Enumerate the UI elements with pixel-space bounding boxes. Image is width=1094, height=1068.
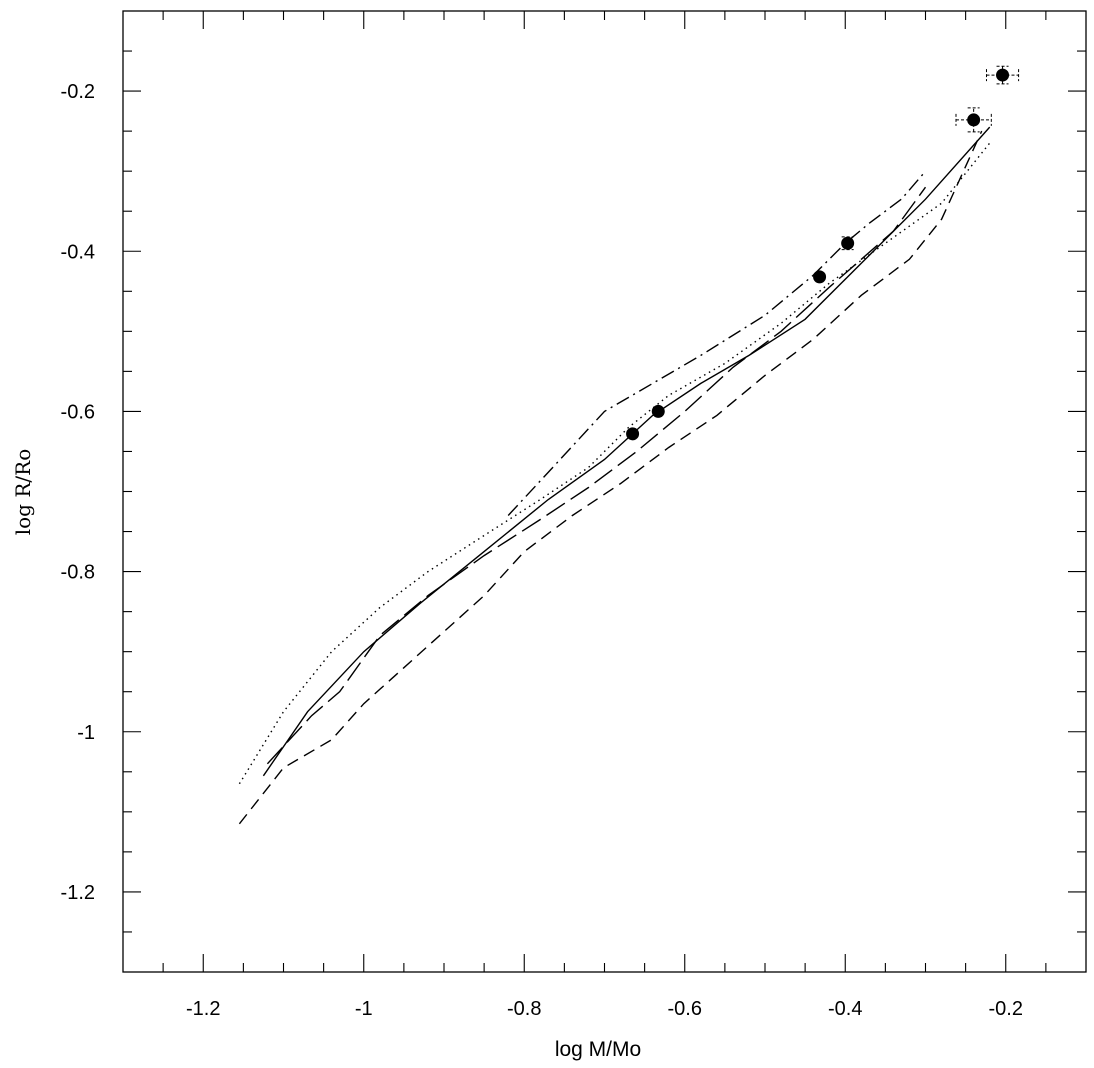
- data-point-group: [985, 65, 1020, 85]
- data-points-layer: [626, 65, 1020, 441]
- data-point: [626, 427, 640, 441]
- x-tick-label: -0.6: [668, 998, 702, 1020]
- y-tick-label: -0.4: [61, 241, 95, 263]
- y-tick-label: -0.8: [61, 562, 95, 584]
- data-point-group: [841, 236, 855, 251]
- series-line-dashed: [238, 130, 983, 825]
- x-tick-label: -1: [355, 998, 373, 1020]
- data-point-group: [651, 404, 665, 418]
- x-axis-title: log M/Mo: [555, 1038, 641, 1061]
- x-axis-tick-labels: -1.2 -1 -0.8 -0.6 -0.4 -0.2: [186, 998, 1023, 1020]
- x-tick-label: -1.2: [186, 998, 220, 1020]
- data-point: [967, 113, 981, 127]
- data-point-group: [955, 107, 992, 133]
- data-point: [813, 270, 827, 284]
- series-line-solid: [262, 126, 991, 777]
- y-axis-title: log R/Ro: [11, 449, 35, 536]
- y-tick-label: -0.2: [61, 81, 95, 103]
- y-tick-label: -1: [77, 722, 95, 744]
- data-point-group: [626, 427, 640, 441]
- data-point: [651, 404, 665, 418]
- y-tick-label: -1.2: [61, 882, 95, 904]
- series-line-dotted: [238, 142, 991, 785]
- series-line-dash-dot: [507, 170, 927, 516]
- x-tick-label: -0.4: [828, 998, 862, 1020]
- y-tick-label: -0.6: [61, 401, 95, 423]
- data-point: [841, 236, 855, 250]
- x-axis-ticks: [162, 11, 1047, 972]
- x-tick-label: -0.2: [989, 998, 1023, 1020]
- x-tick-label: -0.8: [507, 998, 541, 1020]
- y-axis-tick-labels: -1.2 -1 -0.8 -0.6 -0.4 -0.2: [61, 81, 95, 904]
- plot-frame: [122, 10, 1087, 973]
- series-layer: [238, 126, 991, 825]
- data-point: [996, 68, 1010, 82]
- y-axis-ticks: [123, 50, 1086, 933]
- data-point-group: [813, 270, 827, 284]
- series-line-long-dash: [266, 186, 927, 765]
